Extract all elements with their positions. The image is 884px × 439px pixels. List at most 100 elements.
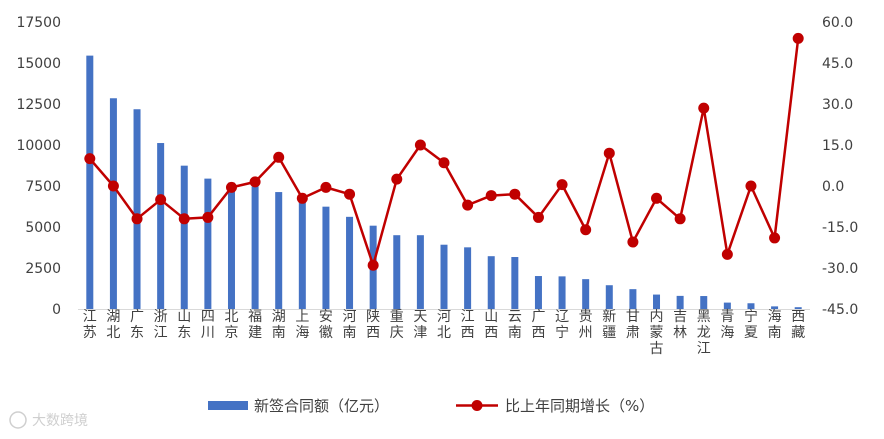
bar-series [86,55,802,310]
growth-marker [344,188,356,200]
y-right-tick-label: -45.0 [822,302,858,318]
growth-marker [296,192,308,204]
y-left-tick-label: 15000 [16,56,61,72]
growth-marker [651,192,663,204]
x-tick-label: 江西 [461,309,475,341]
growth-marker [107,180,119,192]
x-tick-label: 山东 [177,309,191,341]
y-right-tick-label: 60.0 [822,15,853,31]
y-left-tick-label: 12500 [16,97,61,113]
right-axis: -45.0 -30.0 -15.0 0.0 15.0 30.0 45.0 60.0 [822,15,858,318]
x-tick-label: 宁夏 [744,308,758,341]
x-tick-label: 新疆 [602,309,616,341]
bar [251,186,259,309]
legend-swatch-bar [208,401,248,410]
growth-marker [155,194,167,206]
legend-label-bar: 新签合同额（亿元） [254,397,389,415]
bar [629,289,637,309]
y-right-tick-label: 0.0 [822,179,844,195]
growth-line [88,38,800,267]
x-tick-label: 陕西 [366,309,380,341]
growth-marker [698,102,710,114]
y-right-tick-label: 45.0 [822,56,853,72]
growth-marker [225,181,237,193]
x-tick-label: 西藏 [791,309,805,341]
growth-marker [391,173,403,185]
bar [180,165,188,309]
x-tick-label: 云南 [508,309,522,341]
bar [204,178,212,309]
watermark-logo-icon [9,411,27,429]
bar [605,285,613,309]
bar [298,198,306,309]
bar [771,306,779,309]
growth-marker [249,176,261,188]
x-tick-label: 海南 [768,309,782,341]
bar [700,296,708,309]
bar [534,276,542,309]
y-right-tick-label: -15.0 [822,220,858,236]
x-tick-label: 重庆 [390,309,404,341]
x-tick-label: 广西 [531,309,545,341]
bar [794,307,802,309]
bar [393,235,401,309]
bar [676,295,684,309]
x-tick-label: 天津 [413,309,427,341]
bar [346,216,354,309]
bar [416,235,424,309]
bar [747,303,755,309]
x-tick-label: 湖北 [106,309,120,341]
bar [511,257,519,309]
growth-marker [131,213,143,225]
growth-marker [320,181,332,193]
bar [464,247,472,309]
growth-marker [438,157,450,169]
growth-marker [84,153,96,165]
x-tick-label: 河北 [437,309,451,341]
x-tick-label: 四川 [201,309,215,341]
x-tick-label: 江苏 [83,309,97,341]
y-left-tick-label: 17500 [16,15,61,31]
growth-marker [509,188,521,200]
growth-marker [178,213,190,225]
bar [487,256,495,309]
bar [157,143,165,309]
growth-marker [462,199,474,211]
legend-swatch-marker [471,400,483,411]
bar [723,302,731,309]
bar [133,109,141,309]
growth-marker [367,259,379,271]
legend-label-line: 比上年同期增长（%） [505,397,654,415]
bar [558,276,566,309]
y-left-tick-label: 2500 [25,261,61,277]
bar [275,192,283,309]
growth-marker [532,211,544,223]
legend: 新签合同额（亿元） 比上年同期增长（%） [208,397,654,415]
bar [86,55,94,310]
growth-marker [556,179,568,191]
growth-marker [202,211,214,223]
x-tick-label: 湖南 [272,309,286,341]
bar [227,182,235,309]
watermark: 大数跨境 [9,411,88,429]
bar [322,206,330,309]
x-tick-label: 贵州 [579,309,593,341]
growth-marker [485,190,497,202]
x-tick-label: 内蒙古 [650,309,664,357]
watermark-text: 大数跨境 [32,413,88,429]
y-left-tick-label: 0 [52,302,61,318]
growth-marker [745,180,757,192]
x-tick-label: 青海 [720,309,734,341]
left-axis: 0 2500 5000 7500 10000 12500 15000 17500 [16,15,61,318]
bar [582,279,590,309]
y-right-tick-label: -30.0 [822,261,858,277]
x-tick-label: 安徽 [319,309,333,341]
growth-marker [580,224,592,236]
y-left-tick-label: 5000 [25,220,61,236]
growth-marker [674,213,686,225]
bar [440,244,448,309]
bar [653,294,661,309]
x-tick-label: 黑龙江 [697,309,711,357]
line-series [84,32,804,271]
